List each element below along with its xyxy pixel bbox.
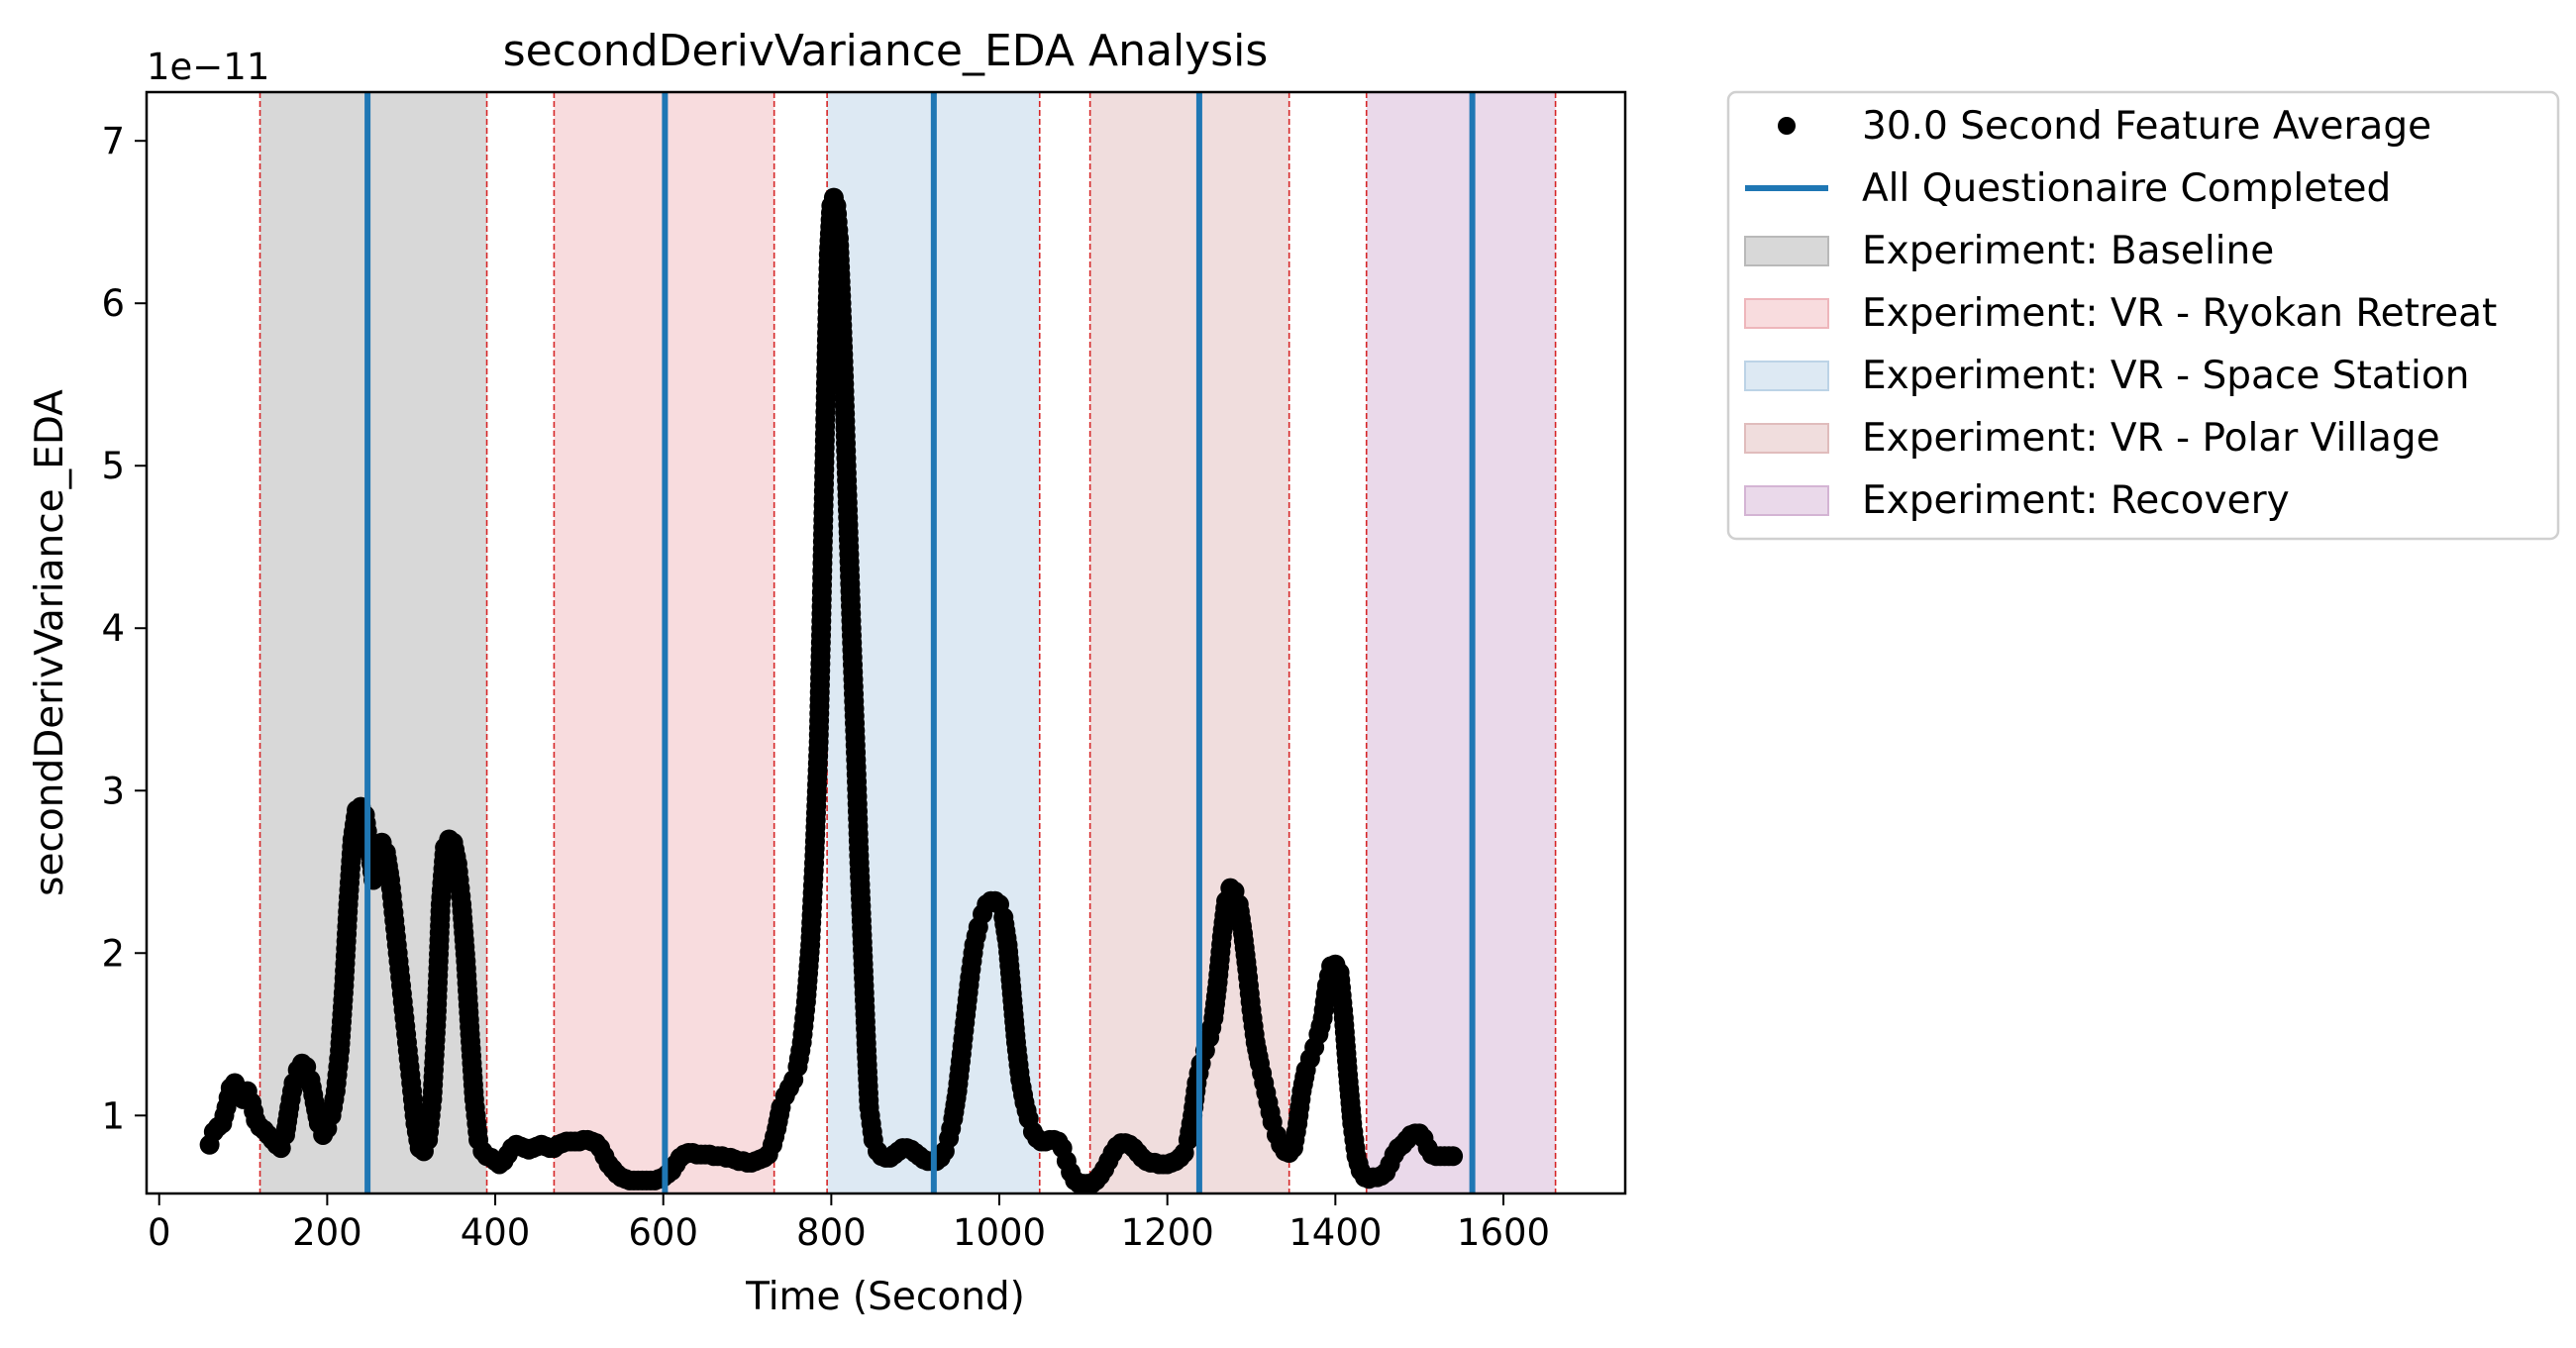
legend-label: Experiment: Recovery — [1862, 478, 2290, 523]
legend-patch-region-5 — [1744, 485, 1829, 516]
feature-average-points — [199, 187, 1464, 1194]
legend-label: 30.0 Second Feature Average — [1862, 104, 2431, 149]
x-tick-label: 600 — [628, 1211, 698, 1254]
region-5 — [1366, 92, 1556, 1193]
legend-marker-feature-average — [1778, 117, 1796, 135]
legend-label: Experiment: VR - Space Station — [1862, 354, 2469, 398]
legend-patch-region-1 — [1744, 236, 1829, 266]
y-tick-label: 3 — [101, 770, 125, 812]
legend-frame — [1726, 90, 2560, 541]
questionnaire-completed-lines — [364, 92, 1476, 1193]
x-axis-ticks: 0 200 400 600 800 1000 1200 1400 1600 — [148, 1193, 1550, 1254]
y-tick-label: 2 — [101, 932, 125, 975]
chart-title: secondDerivVariance_EDA Analysis — [503, 26, 1269, 76]
data-point — [1443, 1146, 1464, 1167]
y-tick-label: 6 — [101, 282, 125, 325]
x-tick-label: 1000 — [953, 1211, 1046, 1254]
legend: 30.0 Second Feature Average All Questiona… — [1726, 90, 2560, 541]
legend-label: Experiment: Baseline — [1862, 229, 2274, 273]
y-tick-label: 7 — [101, 120, 125, 162]
y-tick-label: 4 — [101, 607, 125, 650]
legend-label: Experiment: VR - Ryokan Retreat — [1862, 291, 2497, 336]
legend-label: All Questionaire Completed — [1862, 166, 2391, 211]
legend-items: 30.0 Second Feature Average All Questiona… — [1744, 104, 2497, 523]
y-axis-label: secondDerivVariance_EDA — [28, 389, 72, 896]
y-axis-offset-label: 1e−11 — [147, 46, 269, 88]
x-tick-label: 0 — [148, 1211, 171, 1254]
legend-patch-region-2 — [1744, 298, 1829, 329]
x-tick-label: 400 — [461, 1211, 531, 1254]
x-tick-label: 1600 — [1457, 1211, 1550, 1254]
y-tick-label: 1 — [101, 1094, 125, 1137]
plot-frame — [145, 90, 1627, 1195]
y-tick-label: 5 — [101, 445, 125, 487]
x-tick-label: 1400 — [1288, 1211, 1382, 1254]
x-tick-label: 1200 — [1121, 1211, 1214, 1254]
x-tick-label: 200 — [292, 1211, 362, 1254]
legend-label: Experiment: VR - Polar Village — [1862, 416, 2440, 461]
plot-area — [199, 92, 1557, 1194]
y-axis-ticks: 1 2 3 4 5 6 7 — [101, 120, 147, 1137]
legend-patch-region-4 — [1744, 423, 1829, 454]
x-tick-label: 800 — [796, 1211, 867, 1254]
legend-patch-region-3 — [1744, 361, 1829, 391]
region-1 — [259, 92, 487, 1193]
x-axis-label: Time (Second) — [745, 1275, 1025, 1319]
